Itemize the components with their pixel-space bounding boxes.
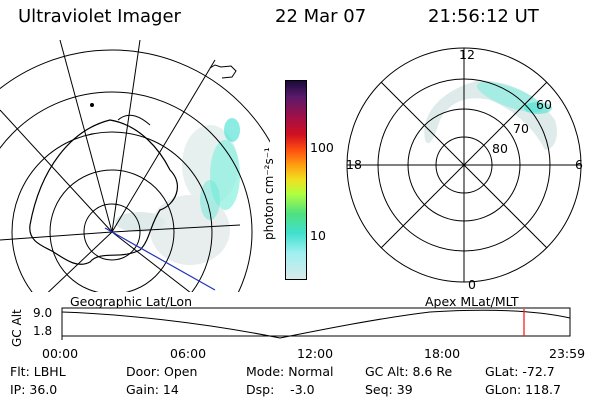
mlat-label-80: 80	[492, 141, 508, 156]
x-tick-0000: 00:00	[42, 346, 79, 361]
status-gain: Gain: 14	[126, 382, 179, 397]
x-tick-0600: 06:00	[170, 346, 207, 361]
colorbar-tick-10: 10	[310, 228, 326, 243]
altitude-timeline	[61, 307, 571, 340]
timeline-ymin: 1.8	[33, 324, 53, 338]
status-gc-alt: GC Alt: 8.6 Re	[365, 364, 453, 379]
status-flt: Flt: LBHL	[10, 364, 66, 379]
colorbar-unit-label: photon cm⁻²s⁻¹	[262, 147, 276, 240]
status-glon: GLon: 118.7	[485, 382, 561, 397]
x-tick-1200: 12:00	[297, 346, 334, 361]
x-tick-2359: 23:59	[549, 346, 586, 361]
polar-plot	[346, 47, 582, 283]
status-glat: GLat: -72.7	[485, 364, 555, 379]
mlat-label-70: 70	[513, 121, 529, 136]
time-label: 21:56:12 UT	[428, 6, 539, 27]
timeline-right-title: Apex MLat/MLT	[425, 294, 519, 309]
status-seq: Seq: 39	[365, 382, 413, 397]
gc-altitude-curve	[61, 309, 571, 339]
mlt-label-18: 18	[346, 157, 362, 172]
mlt-label-12: 12	[459, 47, 475, 62]
status-mode: Mode: Normal	[246, 364, 334, 379]
status-ip: IP: 36.0	[10, 382, 58, 397]
status-door: Door: Open	[126, 364, 198, 379]
status-dsp: Dsp: -3.0	[246, 382, 315, 397]
timeline-ymax: 9.0	[33, 306, 53, 320]
geographic-map	[0, 40, 270, 292]
colorbar	[285, 80, 307, 280]
x-tick-1800: 18:00	[424, 346, 461, 361]
mlt-label-6: 6	[575, 157, 583, 172]
mlt-label-0: 0	[468, 277, 476, 292]
mlat-label-60: 60	[536, 97, 552, 112]
date-label: 22 Mar 07	[275, 6, 367, 27]
instrument-title: Ultraviolet Imager	[18, 6, 181, 27]
colorbar-tick-100: 100	[310, 140, 334, 155]
timeline-left-title: Geographic Lat/Lon	[70, 294, 192, 309]
